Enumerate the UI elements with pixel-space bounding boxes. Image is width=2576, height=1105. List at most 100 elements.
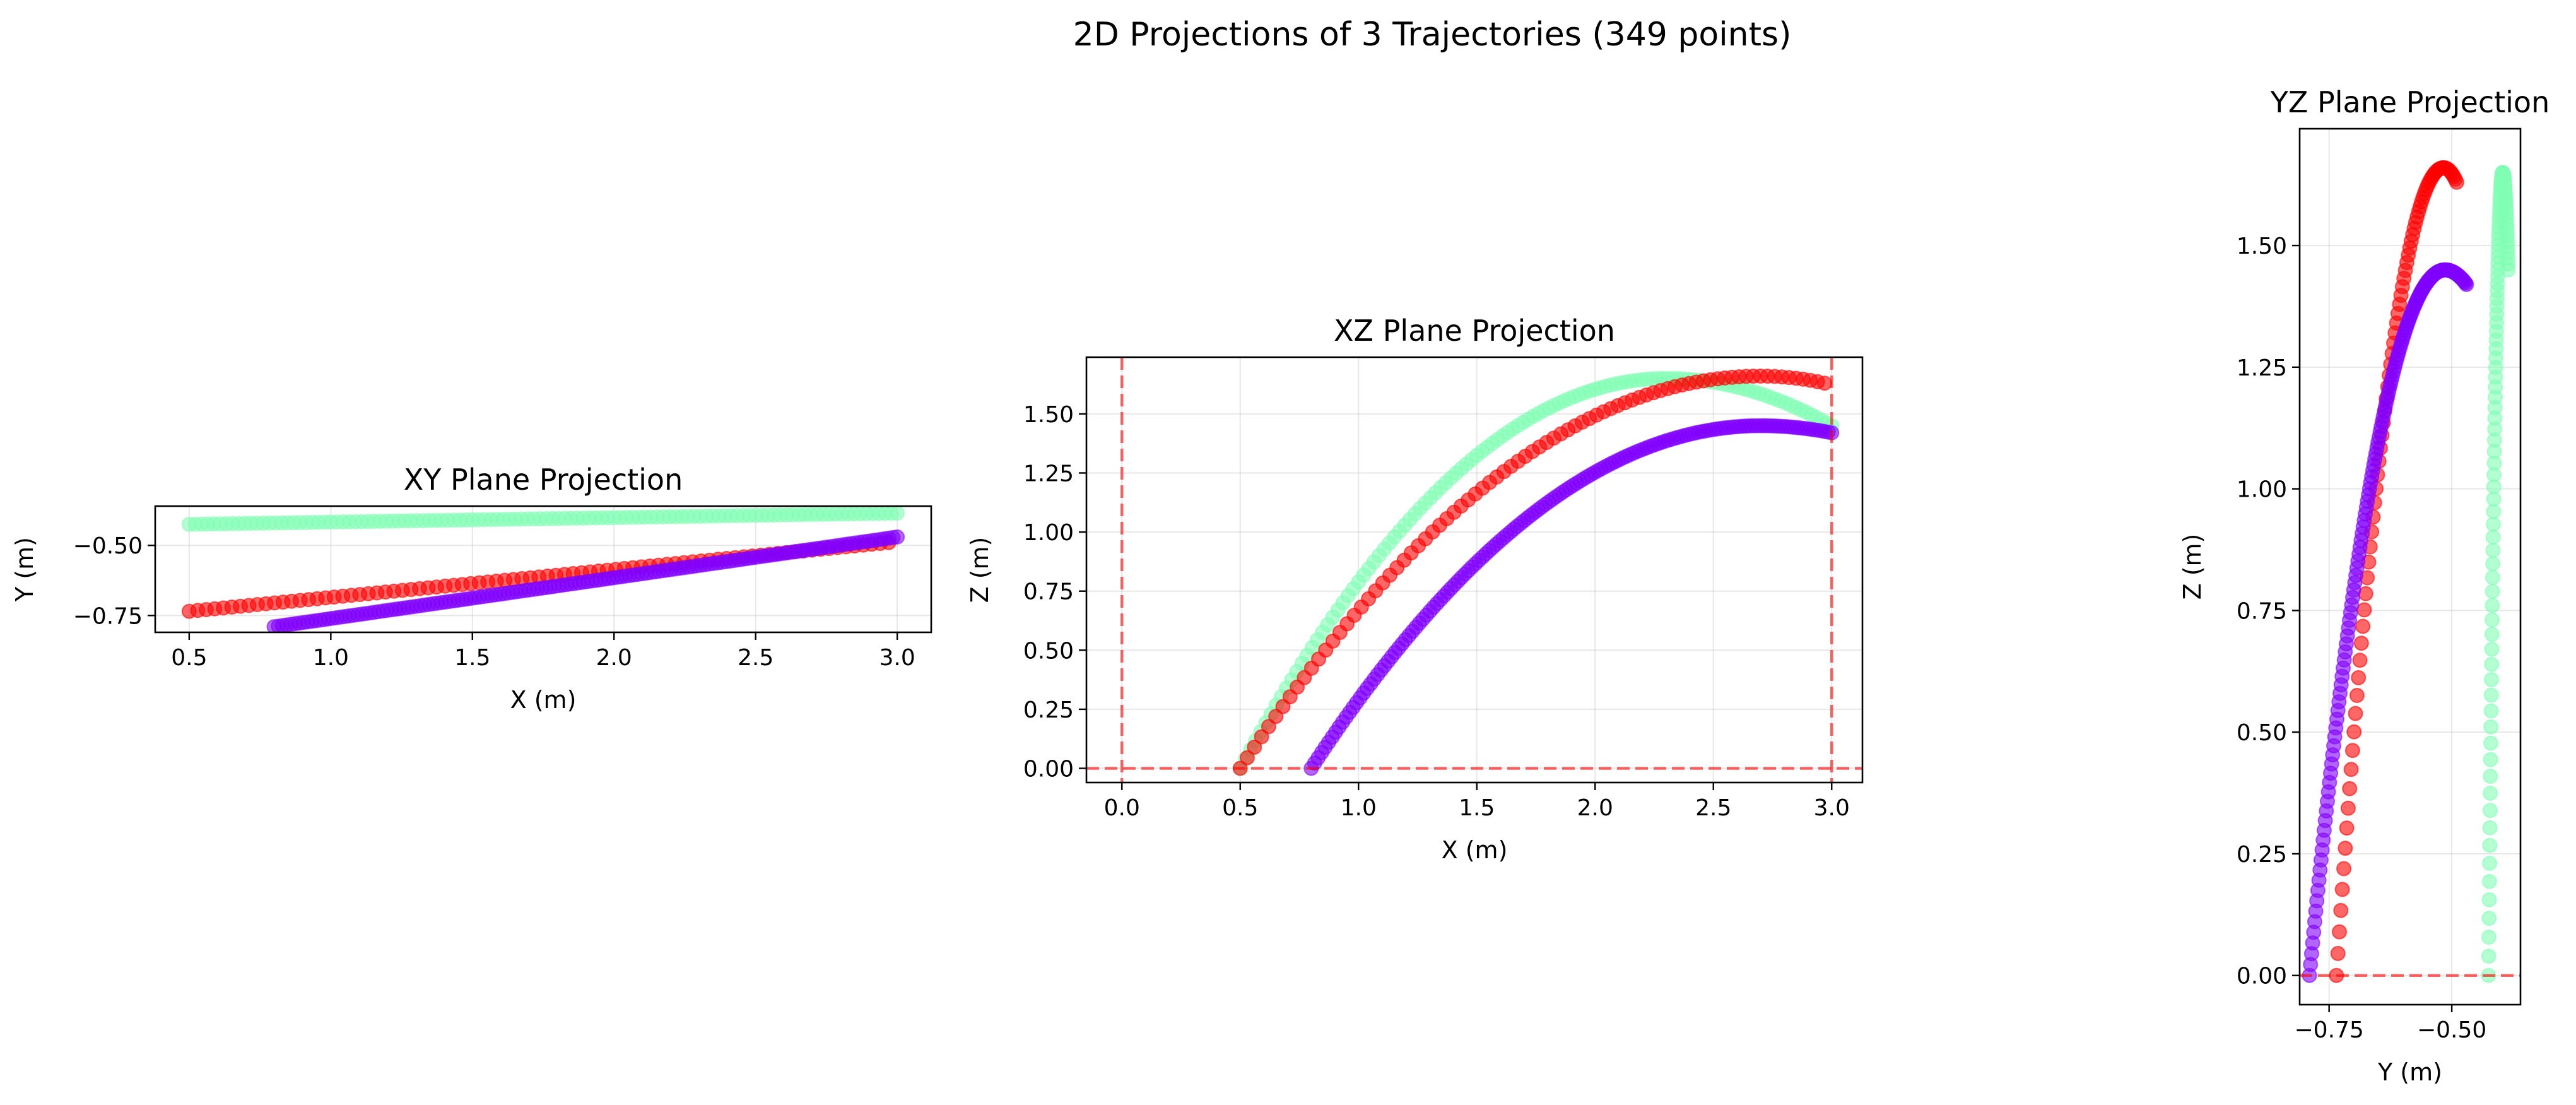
yz-series-0-point-19 [2484,641,2500,657]
yz-projection-panel: −0.75 −0.50 0.00 0.25 0.50 0.75 1.00 1.25 1.50 YZ… [2179,85,2550,1086]
yz-series-0-point-115 [2500,262,2516,278]
yz-panel-title: YZ Plane Projection [2270,85,2550,119]
yz-series-0-point-21 [2485,612,2500,628]
yz-data-points [2302,160,2516,983]
yz-series-0-point-4 [2481,892,2497,907]
xz-x-tick-label-0: 0.0 [1104,795,1140,821]
yz-x-tick-label-0: −0.75 [2295,1017,2364,1043]
xy-y-tick-label-0: −0.50 [73,533,143,559]
xy-axes-frame [154,505,932,634]
xz-x-axis-label: X (m) [1442,836,1508,864]
yz-series-1-point-6 [2338,841,2353,856]
yz-series-1-point-17 [2353,635,2369,651]
yz-series-0-point-6 [2482,856,2498,871]
xz-series-1-point-82 [1817,375,1832,391]
xy-y-tick-label-1: −0.75 [73,603,143,629]
xz-y-tick-label-5: 1.25 [1023,461,1074,487]
yz-series-0-point-9 [2482,803,2498,818]
yz-y-tick-label-2: 0.50 [2237,720,2287,746]
yz-series-1-point-14 [2349,688,2365,703]
yz-series-0-point-7 [2482,837,2498,853]
yz-y-tick-label-0: 0.00 [2237,964,2287,990]
yz-series-1-point-12 [2346,724,2362,740]
yz-series-1-point-13 [2348,706,2363,721]
xz-axes-frame [1085,356,1864,784]
xz-series-1-point-3 [1254,729,1269,745]
yz-series-0-point-27 [2485,529,2501,545]
yz-series-0-point-13 [2483,735,2498,751]
xy-projection-panel: 0.5 1.0 1.5 2.0 2.5 3.0 −0.50 −0.75 XY Plane Pro… [11,463,932,714]
yz-series-0-point-17 [2484,671,2499,687]
xz-series-1-point-1 [1240,750,1255,765]
xz-y-tick-label-0: 0.00 [1023,757,1074,783]
yz-series-1-point-11 [2344,743,2360,759]
yz-y-tick-label-4: 1.00 [2237,477,2287,503]
yz-series-0-point-25 [2485,556,2501,572]
xz-y-tick-label-1: 0.25 [1023,697,1074,723]
yz-series-1-point-15 [2351,670,2367,685]
yz-series-0-point-5 [2481,873,2497,889]
xz-y-axis-label: Z (m) [966,537,994,603]
xz-x-tick-label-6: 3.0 [1814,795,1850,821]
xy-x-tick-label-2: 1.5 [454,645,490,671]
yz-series-1-point-2 [2332,924,2347,940]
yz-series-0-point-23 [2485,584,2500,600]
yz-y-axis-label: Z (m) [2179,534,2206,600]
yz-series-0-point-29 [2486,504,2502,519]
xz-x-tick-label-2: 1.0 [1341,795,1377,821]
xy-x-tick-label-1: 1.0 [313,645,349,671]
yz-y-tick-label-1: 0.25 [2237,842,2287,868]
xz-x-tick-label-5: 2.5 [1695,795,1731,821]
yz-series-0-point-1 [2481,948,2497,964]
yz-series-1-point-18 [2355,618,2371,634]
xz-x-tick-label-4: 2.0 [1577,795,1613,821]
yz-series-1-point-5 [2336,861,2351,877]
yz-series-0-point-10 [2483,786,2498,801]
yz-series-1-point-10 [2343,762,2359,777]
yz-series-0-point-8 [2482,820,2498,836]
yz-series-0-point-26 [2485,543,2501,558]
yz-series-2-point-149 [2459,276,2474,292]
yz-series-1-point-1 [2330,945,2346,961]
yz-series-0-point-3 [2481,911,2497,926]
yz-x-tick-label-1: −0.50 [2417,1017,2486,1043]
figure-title: 2D Projections of 3 Trajectories (349 po… [1073,16,1792,54]
xy-x-tick-label-0: 0.5 [171,645,207,671]
yz-series-0-point-15 [2483,703,2499,719]
yz-series-0-point-12 [2483,752,2498,767]
yz-series-0-point-28 [2486,516,2501,532]
xy-x-tick-label-3: 2.0 [596,645,632,671]
xy-series-2-point-149 [890,529,905,545]
xz-y-tick-label-3: 0.75 [1023,579,1074,605]
yz-y-tick-label-6: 1.50 [2237,233,2287,259]
yz-series-1-point-82 [2449,174,2464,190]
yz-series-1-point-8 [2340,800,2356,816]
yz-series-0-point-24 [2485,570,2500,585]
yz-series-0-point-2 [2481,930,2497,945]
yz-series-0-point-18 [2484,656,2500,672]
yz-x-axis-label: Y (m) [2377,1058,2442,1086]
yz-y-tick-label-3: 0.75 [2237,598,2287,624]
yz-series-1-point-16 [2352,653,2368,668]
yz-series-1-point-9 [2342,781,2358,796]
xz-data-points [1232,369,1840,776]
xz-y-tick-label-6: 1.50 [1023,402,1074,428]
xz-panel-title: XZ Plane Projection [1334,314,1615,348]
xy-x-tick-label-4: 2.5 [738,645,773,671]
yz-series-0-point-11 [2483,769,2498,784]
xy-panel-title: XY Plane Projection [404,463,683,497]
yz-series-1-point-7 [2339,820,2355,836]
xy-x-axis-label: X (m) [510,686,577,714]
xz-y-tick-label-4: 1.00 [1023,520,1074,546]
yz-y-tick-label-5: 1.25 [2237,355,2287,381]
xy-x-tick-label-5: 3.0 [879,645,915,671]
xz-x-tick-label-3: 1.5 [1459,795,1495,821]
yz-series-0-point-16 [2483,687,2499,703]
xy-data-points [181,506,905,632]
yz-series-1-point-4 [2334,882,2350,897]
yz-series-1-point-3 [2333,902,2349,918]
xz-series-1-point-2 [1247,740,1262,755]
yz-series-0-point-22 [2485,598,2500,613]
